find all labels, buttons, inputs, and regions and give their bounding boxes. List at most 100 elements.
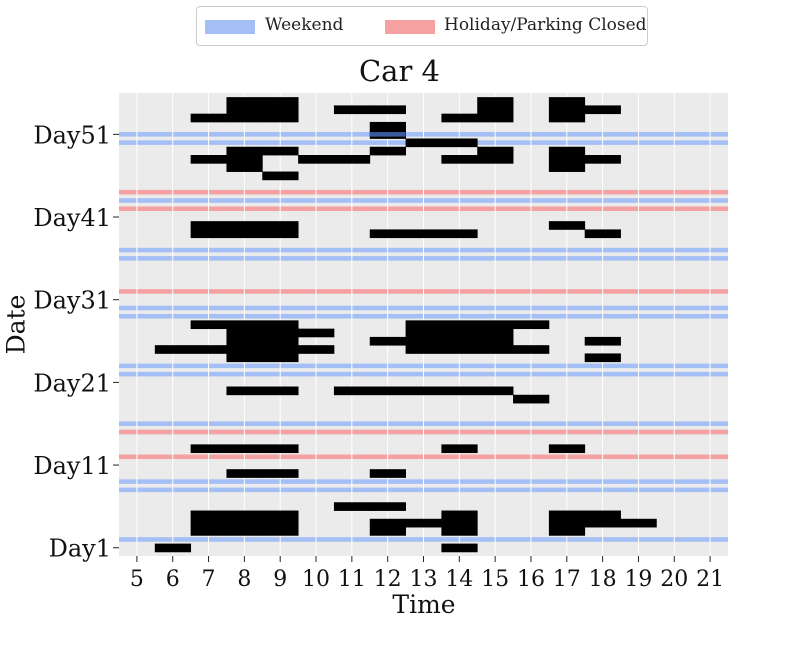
occupied-cell xyxy=(191,511,227,520)
occupied-cell xyxy=(226,527,262,536)
occupied-cell xyxy=(191,155,227,164)
occupied-cell xyxy=(406,138,442,147)
occupied-cell xyxy=(226,444,262,453)
occupied-cell xyxy=(191,114,227,123)
occupied-cell xyxy=(262,229,298,238)
occupied-cell xyxy=(370,105,406,114)
occupied-cell xyxy=(262,114,298,123)
occupied-cell xyxy=(155,345,191,354)
occupied-cell xyxy=(549,147,585,156)
occupied-cell xyxy=(262,353,298,362)
occupied-cell xyxy=(549,97,585,106)
y-tick-label: Day51 xyxy=(33,121,111,149)
occupied-cell xyxy=(226,155,262,164)
x-tick-label: 15 xyxy=(481,567,509,592)
occupied-cell xyxy=(262,329,298,338)
occupied-cell xyxy=(226,353,262,362)
occupied-cell xyxy=(441,511,477,520)
occupied-cell xyxy=(477,329,513,338)
occupied-cell xyxy=(549,114,585,123)
occupied-cell xyxy=(406,387,442,396)
occupied-cell xyxy=(441,155,477,164)
occupied-cell xyxy=(406,229,442,238)
occupied-cell xyxy=(262,337,298,346)
occupied-cell xyxy=(441,114,477,123)
occupied-cell xyxy=(226,469,262,478)
y-tick-label: Day21 xyxy=(33,369,111,397)
occupied-cell xyxy=(406,329,442,338)
highlighted-cell xyxy=(370,132,406,137)
y-tick-label: Day31 xyxy=(33,287,111,315)
y-tick-label: Day1 xyxy=(49,535,111,563)
occupied-cell xyxy=(191,320,227,329)
x-tick-label: 16 xyxy=(517,567,545,592)
occupied-cell xyxy=(262,387,298,396)
occupied-cell xyxy=(549,511,585,520)
occupied-cell xyxy=(262,519,298,528)
occupied-cell xyxy=(477,147,513,156)
occupied-cell xyxy=(226,229,262,238)
y-tick-label: Day11 xyxy=(33,452,111,480)
occupied-cell xyxy=(226,519,262,528)
occupied-cell xyxy=(406,320,442,329)
occupied-cell xyxy=(585,229,621,238)
legend-swatch-holiday xyxy=(385,20,435,34)
occupied-cell xyxy=(477,320,513,329)
occupied-cell xyxy=(262,105,298,114)
occupied-cell xyxy=(441,345,477,354)
occupied-cell xyxy=(585,105,621,114)
occupied-cell xyxy=(370,122,406,131)
occupied-cell xyxy=(370,337,406,346)
x-tick-label: 17 xyxy=(553,567,581,592)
x-tick-label: 8 xyxy=(237,567,251,592)
occupied-cell xyxy=(262,221,298,230)
occupied-cell xyxy=(226,387,262,396)
occupied-cell xyxy=(549,519,585,528)
x-tick-label: 7 xyxy=(202,567,216,592)
occupied-cell xyxy=(262,320,298,329)
occupied-cell xyxy=(191,519,227,528)
occupied-cell xyxy=(477,114,513,123)
occupied-cell xyxy=(262,345,298,354)
occupied-cell xyxy=(226,97,262,106)
x-tick-label: 21 xyxy=(696,567,724,592)
occupied-cell xyxy=(191,527,227,536)
occupied-cell xyxy=(513,320,549,329)
occupied-cell xyxy=(334,105,370,114)
occupied-cell xyxy=(549,163,585,172)
occupied-cell xyxy=(513,345,549,354)
occupied-cell xyxy=(370,229,406,238)
occupied-cell xyxy=(191,444,227,453)
occupied-cell xyxy=(406,519,442,528)
occupied-cell xyxy=(549,155,585,164)
occupied-cell xyxy=(298,155,334,164)
occupied-cell xyxy=(441,544,477,553)
occupied-cell xyxy=(477,105,513,114)
occupied-cell xyxy=(191,345,227,354)
x-tick-label: 6 xyxy=(166,567,180,592)
occupied-cell xyxy=(262,444,298,453)
x-tick-label: 13 xyxy=(410,567,438,592)
occupied-cell xyxy=(226,221,262,230)
occupied-cell xyxy=(585,337,621,346)
occupied-cell xyxy=(477,337,513,346)
occupied-cell xyxy=(226,114,262,123)
x-tick-label: 10 xyxy=(302,567,330,592)
occupied-cell xyxy=(262,147,298,156)
occupied-cell xyxy=(585,511,621,520)
legend-label-weekend: Weekend xyxy=(265,15,343,35)
occupied-cell xyxy=(477,155,513,164)
occupied-cell xyxy=(585,155,621,164)
occupied-cell xyxy=(262,172,298,181)
occupied-cell xyxy=(370,527,406,536)
occupied-cell xyxy=(226,147,262,156)
occupied-cell xyxy=(226,105,262,114)
occupied-cell xyxy=(298,345,334,354)
occupied-cell xyxy=(226,337,262,346)
x-tick-label: 14 xyxy=(445,567,473,592)
occupied-cell xyxy=(513,395,549,404)
x-tick-label: 11 xyxy=(338,567,366,592)
occupied-cell xyxy=(226,345,262,354)
occupied-cell xyxy=(334,387,370,396)
y-axis-ticks: Day1 Day11 Day21 Day31 Day41 Day51 xyxy=(33,121,119,562)
